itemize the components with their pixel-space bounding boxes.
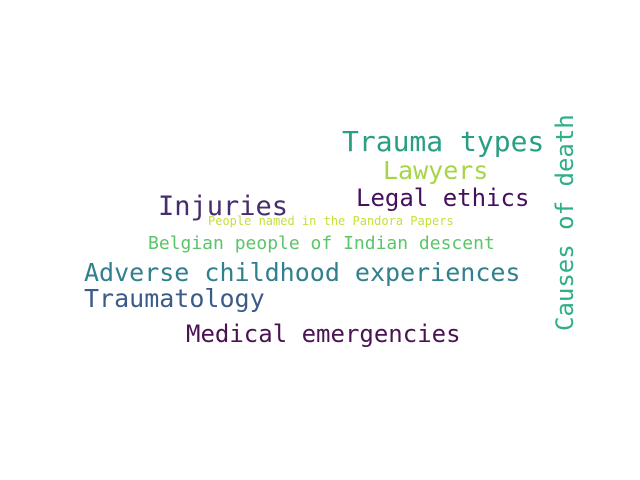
word-traumatology: Traumatology <box>84 284 265 313</box>
word-lawyers: Lawyers <box>383 156 489 185</box>
word-legal-ethics: Legal ethics <box>356 184 530 212</box>
word-trauma-types: Trauma types <box>342 125 545 158</box>
word-pandora-papers: People named in the Pandora Papers <box>208 214 454 228</box>
word-injuries: Injuries <box>158 191 289 222</box>
word-belgian-indian-descent: Belgian people of Indian descent <box>148 233 495 254</box>
word-medical-emergencies: Medical emergencies <box>186 320 461 348</box>
word-causes-of-death: Causes of death <box>551 114 579 331</box>
word-adverse-childhood-experiences: Adverse childhood experiences <box>84 258 521 287</box>
